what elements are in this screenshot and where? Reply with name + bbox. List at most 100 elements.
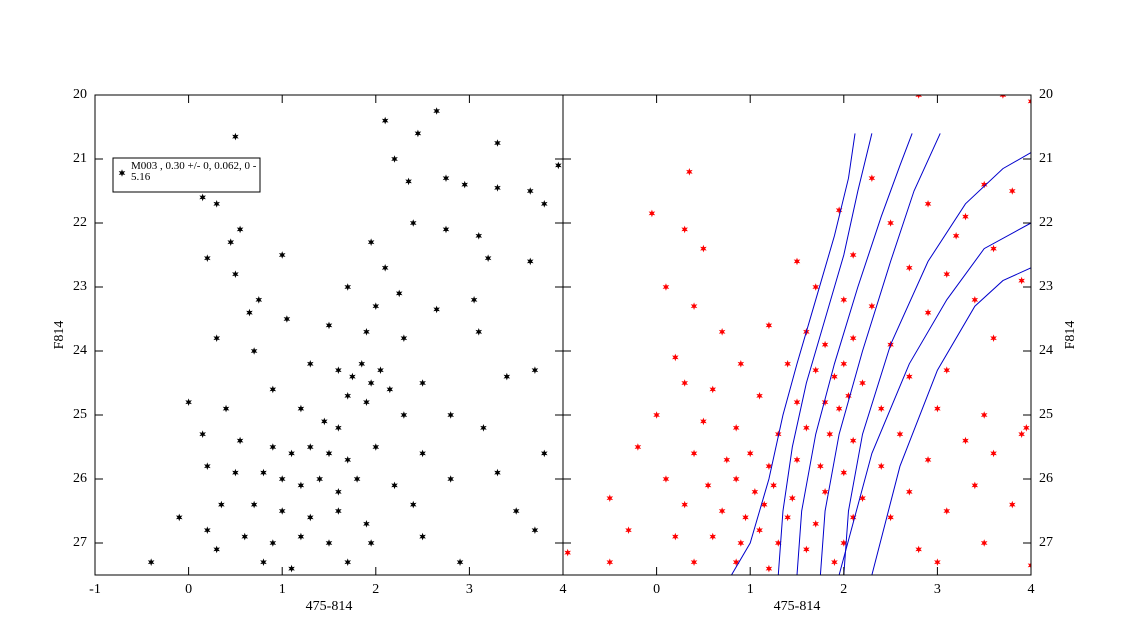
data-point [789,494,796,502]
data-point [236,436,244,445]
data-point [288,449,295,458]
data-point [1023,424,1030,432]
data-point [363,328,370,336]
legend-box [112,157,261,193]
data-point [349,372,356,381]
data-point [494,184,501,192]
data-point [915,545,922,554]
data-point [681,500,688,509]
data-point [840,539,848,547]
data-point [821,398,829,406]
data-point [634,443,642,451]
data-point [526,257,534,266]
data-point [335,507,342,515]
data-point [746,449,754,458]
y-tick-label: 25 [1039,407,1053,422]
data-point [980,411,988,419]
data-point [877,404,885,413]
data-point [232,132,239,141]
y-tick-label: 27 [73,535,87,550]
data-point [971,481,979,490]
y-tick-label: 23 [1039,279,1053,294]
data-point [442,174,450,182]
isochrone-line [843,152,1031,575]
data-point [297,481,305,490]
data-point [381,264,389,272]
data-point [817,462,824,470]
data-point [774,539,782,547]
data-point [784,360,791,368]
data-point [232,270,239,278]
data-point [540,449,548,458]
data-point [924,456,932,464]
data-point [278,507,286,515]
data-point [185,398,192,406]
data-point [765,321,773,330]
data-point [709,385,717,394]
data-point [835,206,843,214]
data-point [751,488,759,496]
data-point [199,430,206,438]
data-point [447,411,454,419]
data-point [325,449,333,458]
data-point [325,539,333,547]
data-point [278,251,286,259]
x-axis-label: 475-814 [306,599,353,614]
y-tick-label: 24 [1039,343,1053,358]
data-point [849,436,857,445]
data-point [213,545,220,554]
data-point [821,340,829,349]
data-point [704,481,712,490]
data-point [297,404,305,413]
data-point [260,468,267,477]
data-point [793,257,801,266]
data-point [980,180,988,189]
y-tick-label: 23 [73,279,87,294]
data-point [690,449,698,458]
data-point [906,264,913,272]
data-point [250,500,258,509]
data-point [971,296,979,304]
data-point [461,180,469,189]
data-point [372,302,380,310]
data-point [672,532,679,541]
data-point [400,334,408,342]
data-point [344,558,352,566]
data-point [222,404,230,413]
data-point [306,513,314,522]
data-point [316,475,323,483]
legend-label-box: M003 , 0.30 +/- 0, 0.062, 0 - 5.16 [131,161,257,183]
legend-label: M003 , 0.30 +/- 0, 0.062, 0 - 5.16 [131,161,257,183]
data-point [859,379,866,387]
data-point [849,513,857,522]
data-point [859,494,866,502]
x-tick-label: 2 [840,582,847,597]
x-tick-label: 0 [185,582,192,597]
x-axis-label: 475-814 [774,599,821,614]
data-point [405,177,412,186]
data-point [952,232,960,240]
data-point [803,424,810,432]
data-point [335,366,342,374]
data-point [344,456,352,464]
data-point [175,513,183,522]
data-point [386,385,394,394]
data-point [812,520,820,528]
data-point [943,270,951,278]
data-point [475,232,483,240]
isochrone-line [871,267,1031,575]
data-point [868,174,876,182]
x-tick-label: 2 [372,582,379,597]
data-point [690,302,698,310]
data-point [414,129,422,138]
data-point [288,564,295,573]
x-tick-label: 3 [934,582,941,597]
data-point [756,526,763,534]
y-tick-label: 27 [1039,535,1053,550]
data-point [803,545,810,554]
data-point [690,558,698,566]
data-point [335,488,342,496]
data-point [835,404,843,413]
data-point [363,520,370,528]
data-point [494,139,501,147]
